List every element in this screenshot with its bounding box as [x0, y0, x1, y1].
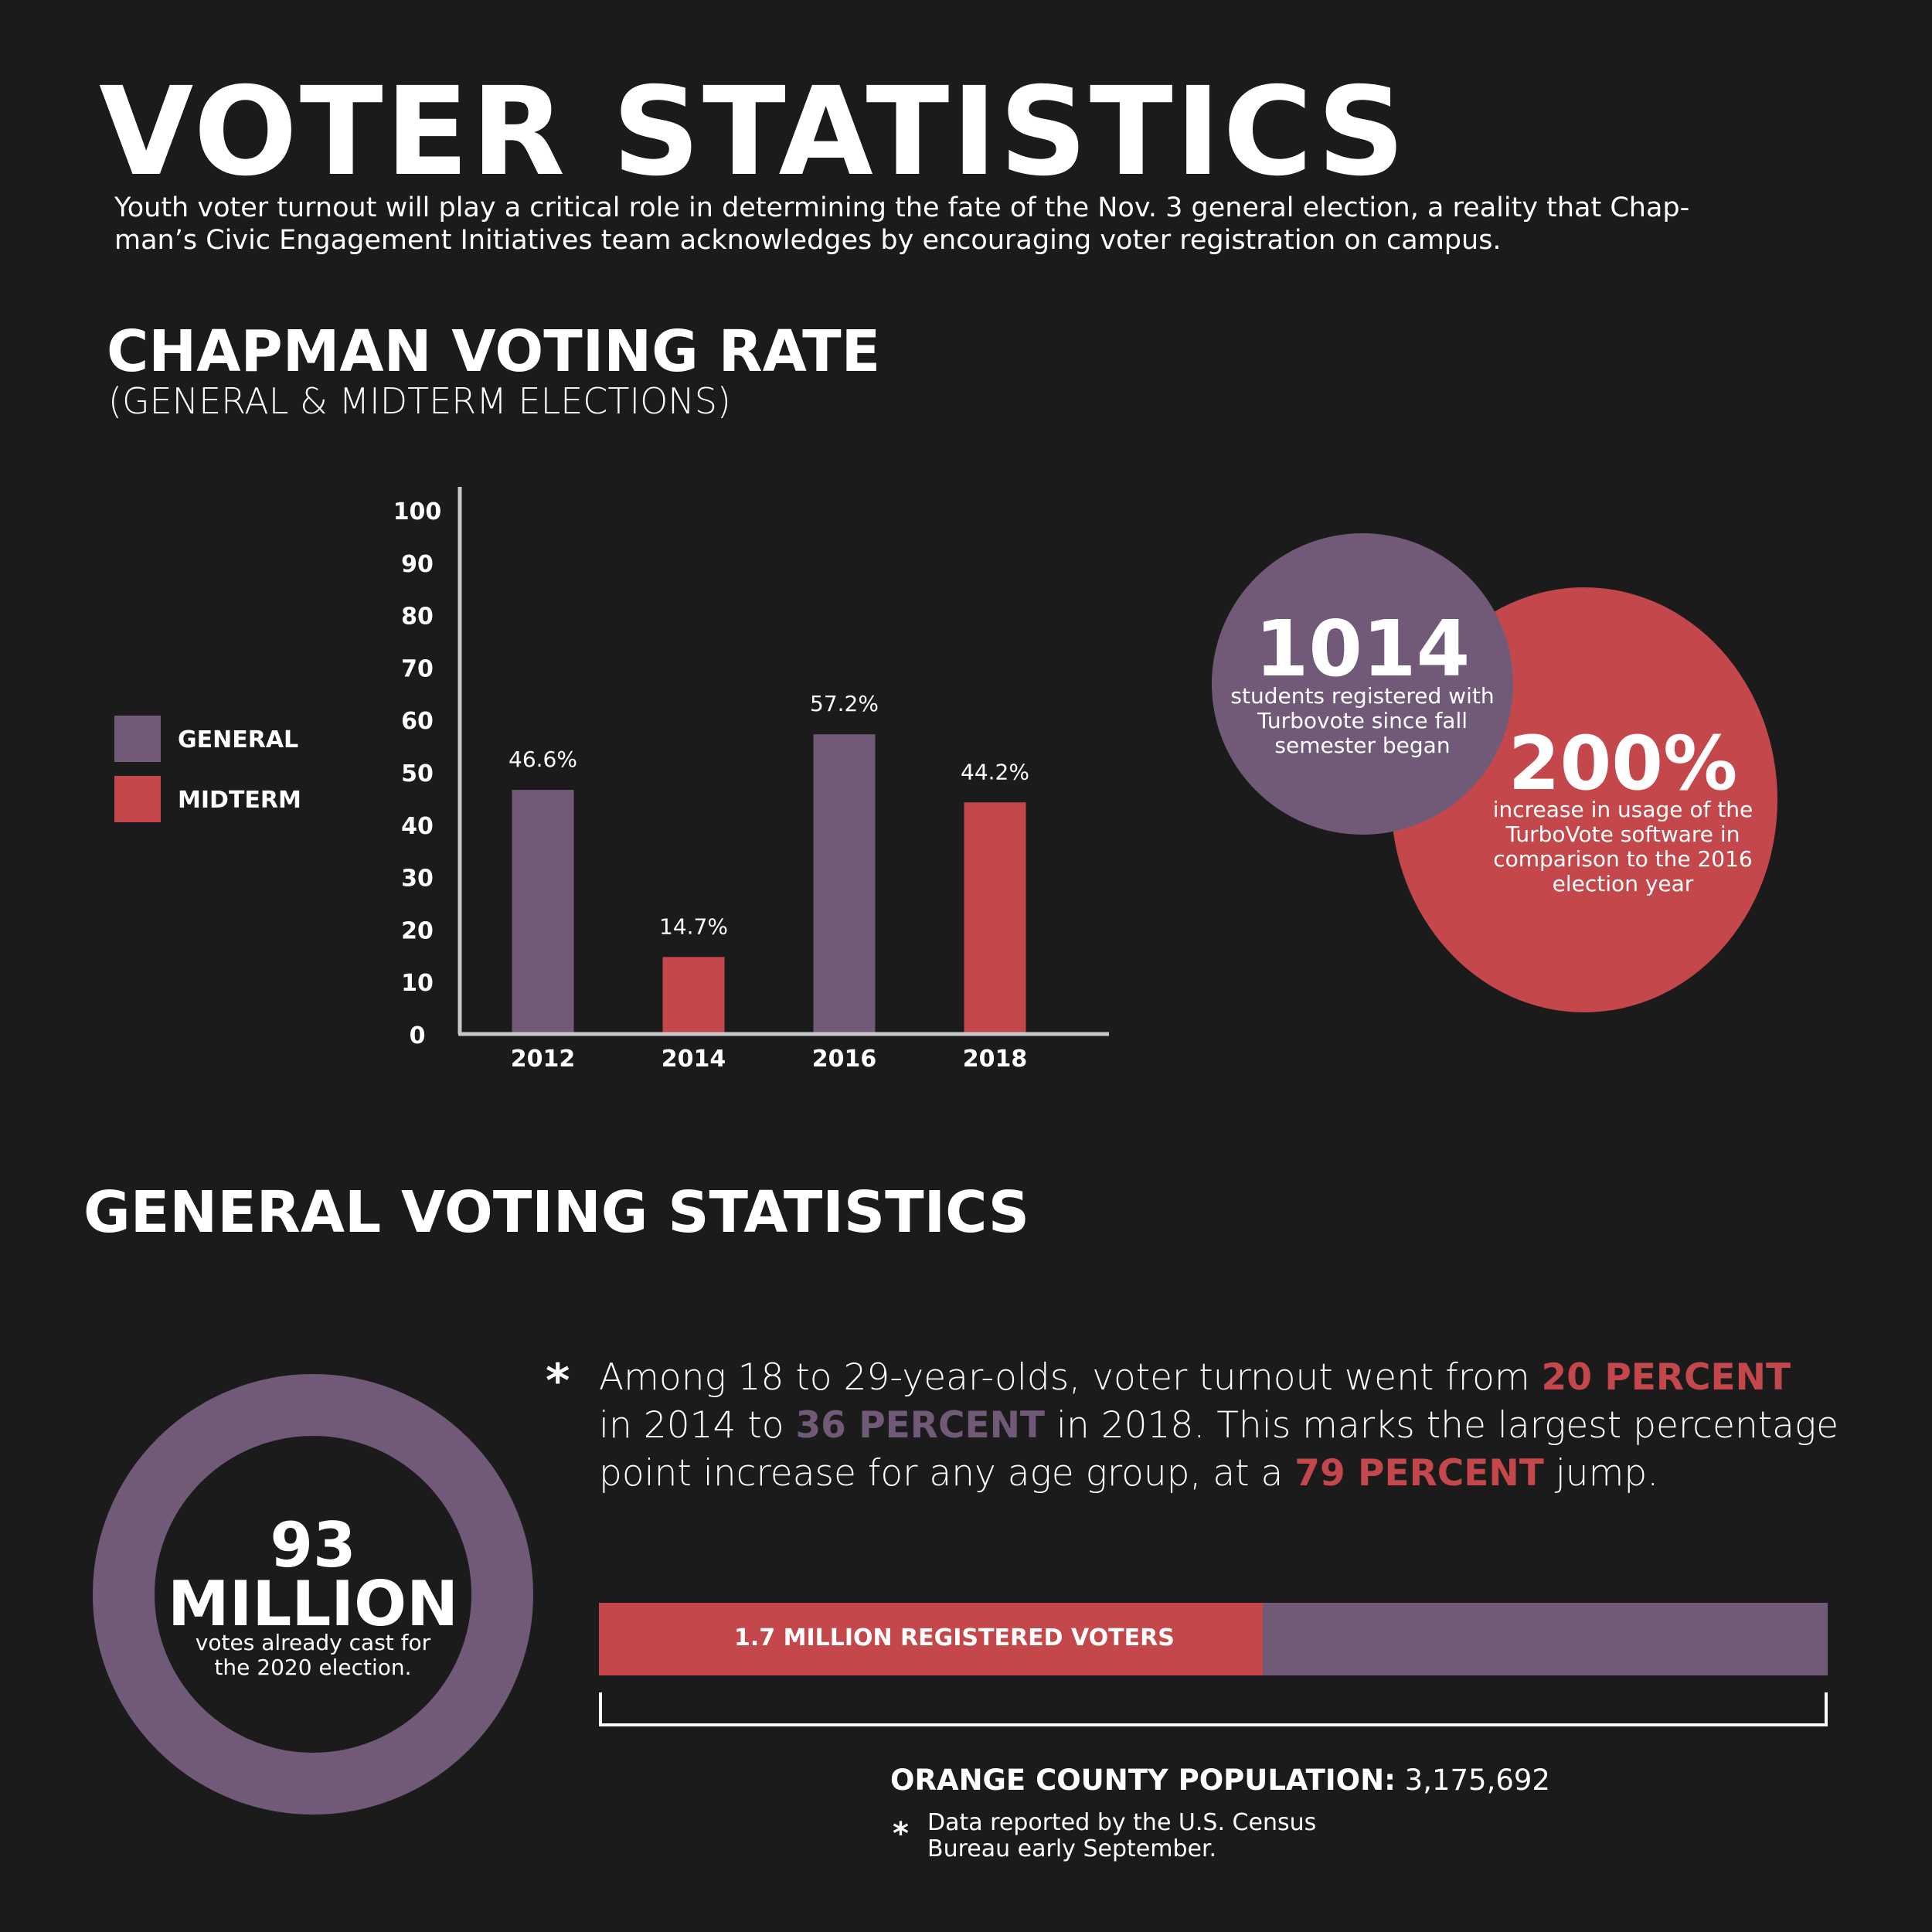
y-tick-label: 10 [401, 970, 434, 997]
x-tick-label: 2016 [812, 1046, 877, 1073]
census-note-line-2: Bureau early September. [927, 1835, 1217, 1862]
turnout-line-3-text-b: jump. [1543, 1452, 1659, 1495]
turnout-line-3-text-a: point increase for any age group, at a [599, 1452, 1295, 1495]
population-bar: 1.7 MILLION REGISTERED VOTERS [599, 1603, 1828, 1675]
ring-text-line-1: votes already cast for [195, 1630, 431, 1655]
students-number: 1014 [1254, 604, 1471, 694]
census-note-line-1: Data reported by the U.S. Census [927, 1809, 1317, 1836]
y-tick-label: 80 [401, 604, 434, 631]
turnout-line-1-text: Among 18 to 29-year-olds, voter turnout … [599, 1356, 1542, 1399]
voting-rate-heading: CHAPMAN VOTING RATE [107, 318, 881, 385]
y-tick-label: 100 [393, 498, 442, 526]
increase-text-line-2: TurboVote software in [1505, 821, 1740, 847]
y-tick-label: 30 [401, 866, 434, 893]
y-tick-label: 40 [401, 813, 434, 840]
registered-voters-label: 1.7 MILLION REGISTERED VOTERS [734, 1624, 1175, 1651]
bar-2014 [662, 957, 725, 1034]
voting-rate-subheading: (GENERAL & MIDTERM ELECTIONS) [108, 380, 731, 422]
ring-text: votes already cast for the 2020 election… [93, 1631, 533, 1680]
bar-2012 [512, 790, 574, 1034]
ring-unit: MILLION [167, 1568, 459, 1640]
students-text: students registered with Turbovote since… [1212, 684, 1513, 758]
bar-2016 [813, 734, 876, 1034]
y-tick-label: 0 [410, 1022, 426, 1049]
highlight-20-percent: 20 PERCENT [1541, 1356, 1791, 1399]
legend-swatch-midterm [114, 776, 161, 822]
turnout-line-1: Among 18 to 29-year-olds, voter turnout … [599, 1354, 1874, 1402]
students-text-line-3: semester began [1274, 733, 1451, 758]
students-text-line-1: students registered with [1230, 683, 1495, 709]
legend-label-general: GENERAL [178, 726, 299, 753]
note-asterisk: * [893, 1816, 909, 1852]
students-bubble [1212, 533, 1513, 835]
bar-value-label: 57.2% [810, 691, 879, 716]
ring-number: 93 [270, 1509, 356, 1581]
registered-voters-fill [599, 1603, 1263, 1675]
bar-value-label: 14.7% [659, 913, 728, 939]
y-tick-label: 50 [401, 760, 434, 787]
y-tick-label: 70 [401, 655, 434, 682]
general-stats-heading: GENERAL VOTING STATISTICS [83, 1179, 1030, 1246]
ring-text-line-2: the 2020 election. [214, 1655, 412, 1680]
increase-text-line-1: increase in usage of the [1492, 797, 1753, 822]
y-tick-label: 90 [401, 551, 434, 578]
turnout-line-2-text-b: in 2018. This marks the largest percenta… [1044, 1404, 1839, 1447]
intro-paragraph: Youth voter turnout will play a critical… [114, 192, 1690, 257]
population-bracket [599, 1692, 1828, 1726]
y-tick-label: 60 [401, 708, 434, 735]
increase-text-line-4: election year [1552, 871, 1694, 896]
x-tick-label: 2012 [511, 1046, 576, 1073]
turnout-line-2: in 2014 to 36 PERCENT in 2018. This mark… [599, 1402, 1874, 1450]
highlight-36-percent: 36 PERCENT [795, 1404, 1045, 1447]
population-label: ORANGE COUNTY POPULATION: [890, 1764, 1396, 1797]
y-tick-label: 20 [401, 917, 434, 944]
bar-value-label: 46.6% [509, 747, 577, 772]
intro-line-1: Youth voter turnout will play a critical… [114, 192, 1690, 223]
legend-swatch-general [114, 716, 161, 762]
legend-label-midterm: MIDTERM [178, 787, 301, 814]
bar-value-label: 44.2% [961, 759, 1029, 784]
turnout-line-3: point increase for any age group, at a 7… [599, 1450, 1874, 1498]
increase-number: 200% [1508, 720, 1738, 807]
population-value: 3,175,692 [1395, 1764, 1550, 1797]
x-tick-label: 2018 [963, 1046, 1028, 1073]
highlight-79-percent: 79 PERCENT [1294, 1452, 1544, 1495]
intro-line-2: man’s Civic Engagement Initiatives team … [114, 225, 1502, 256]
increase-text: increase in usage of the TurboVote softw… [1468, 798, 1777, 896]
voting-rate-bar-chart: 0 10 20 30 40 50 60 70 80 90 100 46.6% 2012 14.7% 2014… [393, 487, 1109, 1073]
stat-asterisk: * [546, 1354, 570, 1408]
bar-2018 [964, 802, 1026, 1034]
students-text-line-2: Turbovote since fall [1257, 708, 1468, 733]
population-line: ORANGE COUNTY POPULATION: 3,175,692 [890, 1764, 1550, 1797]
page-title: VOTER STATISTICS [99, 61, 1408, 203]
increase-text-line-3: comparison to the 2016 [1493, 846, 1753, 872]
turnout-paragraph: Among 18 to 29-year-olds, voter turnout … [599, 1354, 1874, 1498]
x-tick-label: 2014 [662, 1046, 726, 1073]
census-note: Data reported by the U.S. Census Bureau … [927, 1810, 1316, 1862]
turnout-line-2-text-a: in 2014 to [599, 1404, 796, 1447]
